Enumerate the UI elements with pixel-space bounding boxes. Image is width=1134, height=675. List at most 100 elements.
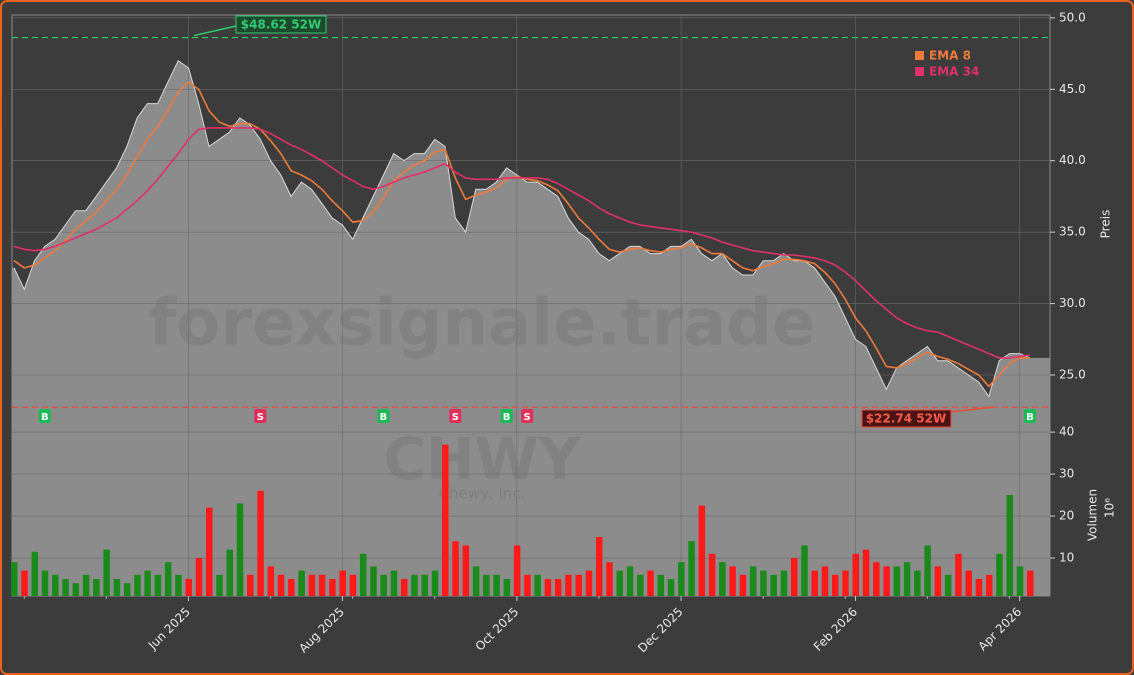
volume-bar [175, 574, 182, 596]
legend-swatch [915, 51, 924, 60]
volume-bar [924, 545, 931, 596]
volume-bar [678, 562, 685, 596]
volume-bar [965, 570, 972, 596]
y-tick-label: 40.0 [1059, 153, 1086, 167]
volume-bar [1006, 495, 1013, 596]
volume-bar [544, 579, 552, 596]
volume-bar [760, 570, 767, 596]
volume-bar [103, 549, 110, 596]
volume-bar [462, 545, 470, 596]
y-axis-label: Preis [1099, 210, 1113, 239]
volume-bar [719, 562, 726, 596]
y-tick-label: 40 [1059, 425, 1074, 439]
volume-bar [698, 505, 706, 596]
volume-bar [729, 566, 736, 596]
volume-bar [308, 574, 316, 596]
signal-label: S [452, 412, 459, 423]
low-label-box [861, 409, 952, 428]
volume-bar [821, 566, 829, 596]
signal-badge [1024, 409, 1036, 423]
volume-axis-unit: 10⁶ [1103, 498, 1117, 518]
volume-bar [862, 549, 870, 596]
volume-bar [493, 574, 500, 596]
volume-bar [154, 574, 162, 596]
volume-bar [411, 574, 418, 596]
volume-bar [236, 503, 244, 596]
volume-bar [329, 579, 336, 596]
low-arrow [949, 406, 993, 413]
y-tick-label: 20 [1059, 509, 1074, 523]
high-label: $48.62 52W [241, 18, 321, 32]
volume-bar [288, 579, 295, 596]
volume-bar [216, 574, 223, 596]
volume-bar [483, 574, 490, 596]
volume-bar [41, 570, 49, 596]
low-label: $22.74 52W [866, 412, 946, 426]
volume-bar [52, 574, 59, 596]
volume-bar [780, 570, 788, 596]
volume-bar [688, 541, 695, 596]
signal-badge [38, 409, 51, 423]
volume-bar [914, 570, 921, 596]
y-tick-label: 35.0 [1059, 225, 1086, 239]
volume-bar [442, 444, 449, 596]
volume-bar [134, 574, 141, 596]
volume-bar [205, 507, 213, 596]
signal-badge [254, 409, 267, 423]
signal-label: B [1026, 412, 1034, 423]
volume-bar [790, 558, 798, 596]
volume-bar [400, 579, 408, 596]
signal-label: B [41, 412, 49, 423]
volume-bar [616, 570, 623, 596]
volume-bar [277, 574, 285, 596]
volume-bar [31, 551, 39, 596]
signal-badge [521, 409, 534, 423]
volume-bar [123, 583, 131, 596]
volume-bar [647, 570, 654, 596]
volume-bar [82, 574, 90, 596]
volume-bar [575, 574, 582, 596]
high-arrow [193, 25, 237, 37]
volume-bar [164, 562, 172, 596]
volume-bar [1016, 566, 1024, 596]
volume-bar [565, 574, 572, 596]
volume-bar [637, 574, 644, 596]
volume-bar [472, 566, 480, 596]
signal-label: B [503, 412, 511, 423]
volume-bar [380, 574, 387, 596]
volume-bar [832, 574, 839, 596]
volume-bar [298, 570, 305, 596]
volume-axis-label: Volumen [1086, 489, 1100, 541]
volume-bar [452, 541, 459, 596]
volume-bar [708, 553, 716, 596]
volume-bar [513, 545, 521, 596]
volume-bar [770, 574, 777, 596]
volume-bar [1027, 570, 1034, 596]
volume-bar [390, 570, 398, 596]
volume-bar [903, 562, 911, 596]
volume-bar [667, 579, 675, 596]
volume-bar [801, 545, 808, 596]
volume-bar [749, 566, 757, 596]
volume-bar [93, 579, 100, 596]
volume-bar [975, 579, 983, 596]
signal-badge [377, 409, 390, 423]
volume-bar [257, 490, 264, 596]
volume-bar [226, 549, 234, 596]
volume-bar [11, 562, 18, 596]
signal-label: B [380, 412, 388, 423]
volume-bar [503, 579, 511, 596]
legend-label: EMA 8 [929, 49, 971, 63]
volume-bar [883, 566, 890, 596]
volume-bar [955, 553, 962, 596]
volume-bar [996, 553, 1003, 596]
volume-bar [873, 562, 880, 596]
signal-label: S [524, 412, 531, 423]
ema-line [13, 127, 1031, 359]
volume-bar [657, 574, 665, 596]
volume-bar [62, 579, 69, 596]
volume-bar [113, 579, 121, 596]
volume-bar [524, 574, 531, 596]
volume-bar [944, 574, 952, 596]
